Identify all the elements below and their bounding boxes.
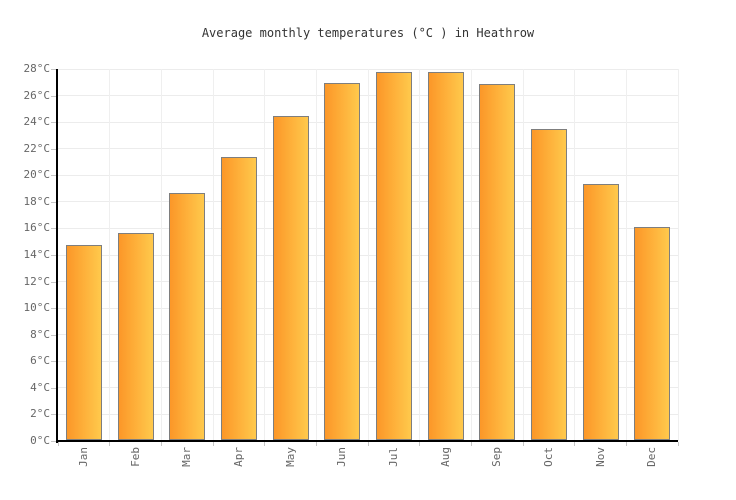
x-axis-label: Jul	[387, 447, 400, 467]
x-axis-label: Jan	[77, 447, 90, 467]
y-axis-label: 14°C	[23, 248, 51, 261]
x-axis-label: Dec	[645, 447, 658, 467]
y-axis-line	[56, 69, 58, 443]
bar	[634, 227, 670, 440]
y-axis-tick	[51, 69, 56, 70]
x-gridline	[264, 69, 266, 441]
x-axis-label: Jun	[335, 447, 348, 467]
x-axis-label: Aug	[439, 447, 452, 467]
x-gridline	[419, 69, 421, 441]
x-axis-tick	[522, 442, 524, 446]
y-axis-tick	[51, 334, 56, 336]
y-axis-tick	[51, 281, 56, 283]
y-axis-tick	[51, 148, 56, 150]
bar	[221, 157, 257, 440]
y-axis-label: 4°C	[30, 380, 50, 394]
bar	[428, 72, 464, 440]
x-axis-label: Apr	[232, 447, 245, 467]
x-axis-label: Oct	[542, 447, 555, 467]
x-gridline	[367, 69, 369, 441]
y-axis-tick	[51, 122, 56, 124]
y-axis-tick	[51, 308, 56, 310]
y-axis-label: 6°C	[30, 354, 50, 368]
x-axis-tick	[367, 442, 369, 446]
x-axis-label: Mar	[180, 447, 193, 467]
bar	[118, 233, 154, 440]
y-axis-label: 20°C	[23, 168, 51, 182]
y-axis-label: 22°C	[23, 141, 51, 155]
y-axis-label: 16°C	[23, 221, 51, 235]
y-axis-label: 8°C	[30, 327, 50, 341]
x-axis-label: Sep	[490, 447, 503, 467]
x-axis-tick	[625, 442, 627, 446]
bar	[66, 245, 102, 440]
y-axis-tick	[51, 361, 56, 363]
x-axis-tick	[160, 442, 162, 446]
x-gridline	[677, 69, 679, 441]
x-axis-tick	[57, 442, 59, 446]
x-axis-tick	[419, 442, 421, 446]
x-axis-tick	[677, 442, 679, 446]
bar	[376, 72, 412, 440]
y-axis-tick	[51, 255, 56, 256]
x-axis-line	[56, 440, 678, 442]
y-axis-label: 28°C	[23, 62, 51, 75]
x-gridline	[625, 69, 627, 441]
bar	[583, 184, 619, 440]
bar	[324, 83, 360, 440]
x-axis-tick	[212, 442, 214, 446]
y-axis-label: 18°C	[23, 194, 51, 208]
x-axis-tick	[315, 442, 317, 446]
x-axis-tick	[109, 442, 111, 446]
x-gridline	[212, 69, 214, 441]
y-axis-label: 10°C	[23, 301, 51, 315]
y-axis-tick	[51, 201, 56, 203]
y-axis-label: 0°C	[30, 434, 50, 447]
bar	[531, 129, 567, 440]
x-gridline	[315, 69, 317, 441]
x-gridline	[574, 69, 576, 441]
x-axis-label: Feb	[129, 447, 142, 467]
x-gridline	[160, 69, 162, 441]
x-gridline	[109, 69, 111, 441]
bar	[479, 84, 515, 440]
y-axis-tick	[51, 175, 56, 177]
y-axis-tick	[51, 228, 56, 230]
y-axis-tick	[51, 441, 56, 442]
y-axis-label: 26°C	[23, 88, 51, 102]
y-axis-label: 24°C	[23, 115, 51, 129]
x-axis-label: Nov	[594, 447, 607, 467]
x-axis-label: May	[284, 447, 297, 467]
x-axis-tick	[470, 442, 472, 446]
y-axis-label: 12°C	[23, 274, 51, 288]
chart-title: Average monthly temperatures (°C ) in He…	[201, 26, 535, 40]
y-axis-tick	[51, 414, 56, 416]
x-gridline	[470, 69, 472, 441]
x-axis-tick	[574, 442, 576, 446]
y-axis-label: 2°C	[30, 407, 50, 421]
y-axis-tick	[51, 387, 56, 389]
x-gridline	[522, 69, 524, 441]
x-axis-tick	[264, 442, 266, 446]
bar	[273, 116, 309, 440]
bar	[169, 193, 205, 440]
y-axis-tick	[51, 95, 56, 97]
